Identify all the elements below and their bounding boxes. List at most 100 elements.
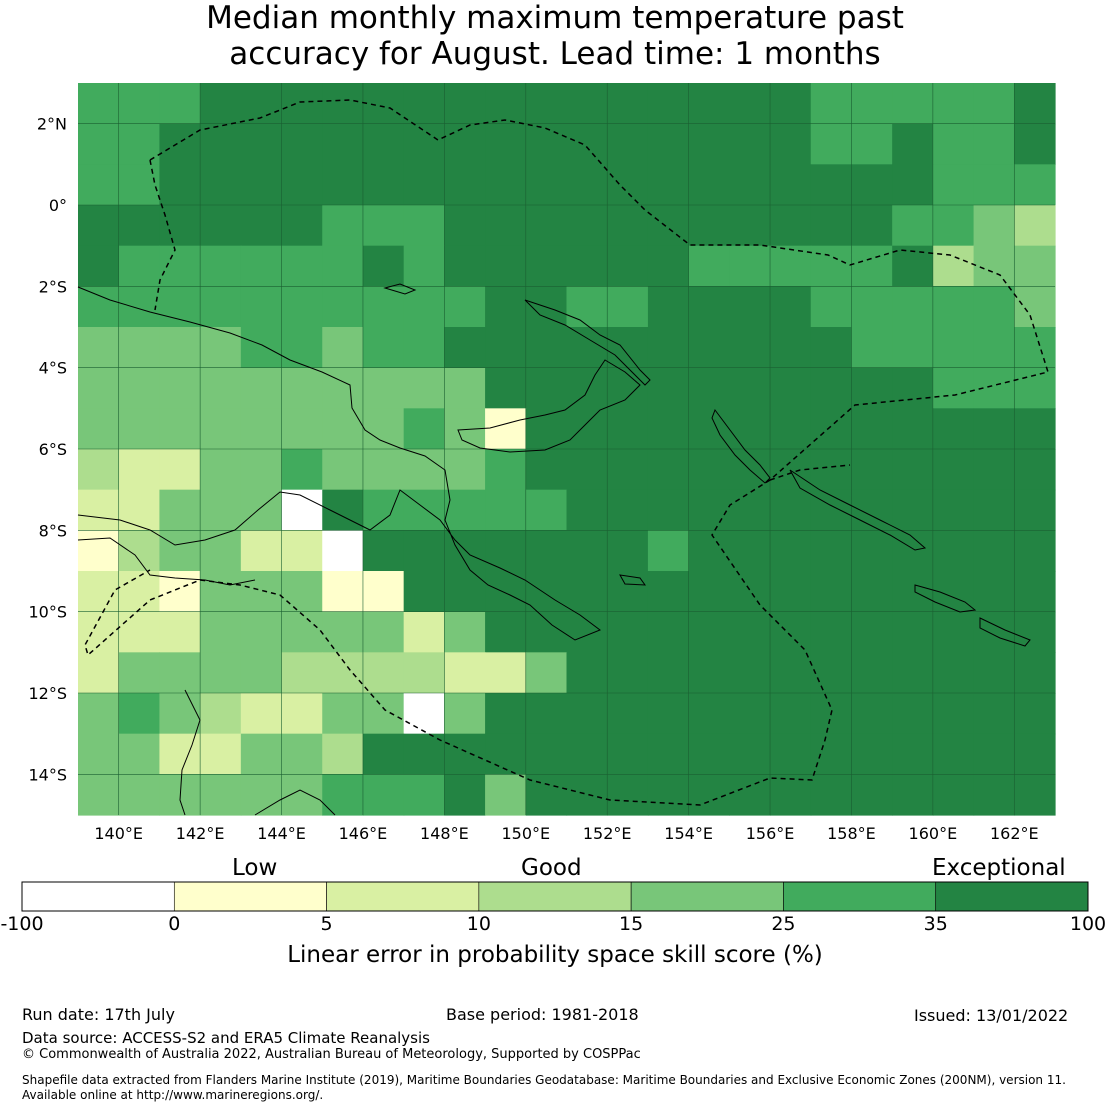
grid-cell [281, 327, 323, 369]
grid-cell [851, 449, 893, 491]
grid-cell [1014, 449, 1056, 491]
grid-cell [525, 327, 568, 369]
grid-cell [607, 245, 649, 287]
grid-cell [525, 449, 568, 491]
grid-cell [322, 83, 364, 125]
grid-cell [892, 205, 934, 247]
grid-cell [647, 123, 690, 165]
grid-cell [932, 652, 975, 694]
grid-cell [973, 530, 1015, 572]
grid-cell [403, 327, 445, 369]
grid-cell [159, 83, 201, 125]
grid-cell [403, 611, 445, 653]
grid-cell [1014, 774, 1056, 816]
grid-cell [647, 449, 690, 491]
grid-cell [810, 489, 853, 531]
grid-cell [403, 774, 445, 816]
grid-cell [729, 367, 771, 409]
grid-cell [322, 367, 364, 409]
grid-cell [322, 693, 364, 735]
grid-cell [118, 327, 161, 369]
colorbar-tick-label: 100 [1069, 913, 1107, 935]
grid-cell [118, 83, 161, 125]
grid-cell [403, 408, 445, 450]
grid-cell [525, 408, 568, 450]
grid-cell [932, 164, 975, 206]
grid-cell [362, 530, 405, 572]
colorbar-tick-label: 5 [320, 913, 333, 935]
grid-cell [973, 164, 1015, 206]
grid-cell [78, 774, 120, 816]
title-line-1: Median monthly maximum temperature past [206, 0, 904, 36]
longitude-tick-label: 140°E [94, 824, 143, 843]
grid-cell [851, 693, 893, 735]
grid-cell [118, 611, 161, 653]
grid-cell [729, 652, 771, 694]
grid-cell [647, 327, 690, 369]
longitude-tick-label: 148°E [420, 824, 469, 843]
longitude-tick-label: 142°E [176, 824, 225, 843]
grid-cell [729, 123, 771, 165]
grid-cell [892, 774, 934, 816]
grid-cell [403, 571, 445, 613]
grid-cell [362, 693, 405, 735]
latitude-tick-label: 14°S [28, 765, 67, 784]
grid-cell [932, 693, 975, 735]
grid-cell [973, 652, 1015, 694]
coastlines [77, 283, 1031, 816]
grid-cell [240, 774, 283, 816]
grid-cell [159, 611, 201, 653]
grid-cell [688, 774, 730, 816]
bougainville-coastline [711, 408, 771, 484]
grid-cell [362, 449, 405, 491]
grid-cell [118, 449, 161, 491]
grid-cell [281, 693, 323, 735]
grid-cell [770, 571, 812, 613]
grid-cell [688, 83, 730, 125]
grid-cell [118, 733, 161, 775]
longitude-tick-label: 156°E [746, 824, 795, 843]
grid-cell [647, 489, 690, 531]
grid-cell [444, 205, 486, 247]
latitude-tick-label: 4°S [39, 359, 67, 378]
grid-cell [932, 733, 975, 775]
grid-cell [159, 327, 201, 369]
grid-cell [200, 123, 242, 165]
grid-cell [281, 123, 323, 165]
grid-cell [892, 367, 934, 409]
grid-cell [729, 571, 771, 613]
grid-cell [607, 652, 649, 694]
grid-cell [281, 652, 323, 694]
grid-cell [281, 286, 323, 328]
grid-cell [118, 693, 161, 735]
grid-cell [444, 611, 486, 653]
grid-cell [78, 652, 120, 694]
grid-cell [78, 449, 120, 491]
colorbar-tick-label: -100 [0, 913, 44, 935]
grid-cell [444, 286, 486, 328]
grid-cell [240, 693, 283, 735]
longitude-ticks: 140°E 142°E 144°E 146°E 148°E 150°E 152°E 154°E… [94, 824, 1038, 843]
grid-cell [200, 164, 242, 206]
grid-cell [444, 489, 486, 531]
grid-cell [1014, 327, 1056, 369]
grid-cell [322, 286, 364, 328]
grid-cell [688, 367, 730, 409]
grid-cell [566, 367, 608, 409]
grid-cell [607, 530, 649, 572]
solomon-islands-coastline [789, 469, 927, 551]
grid-cell [118, 652, 161, 694]
colorbar-segment [478, 881, 632, 912]
grid-cell [810, 449, 853, 491]
png-eez-boundary [84, 99, 1049, 806]
grid-cell [200, 774, 242, 816]
grid-cell [688, 733, 730, 775]
grid-cell [362, 164, 405, 206]
grid-cell [647, 693, 690, 735]
grid-cell [566, 611, 608, 653]
grid-cell [647, 408, 690, 450]
grid-cell [118, 245, 161, 287]
grid-cell [322, 571, 364, 613]
grid-cell [770, 123, 812, 165]
skill-score-grid [78, 83, 1056, 816]
